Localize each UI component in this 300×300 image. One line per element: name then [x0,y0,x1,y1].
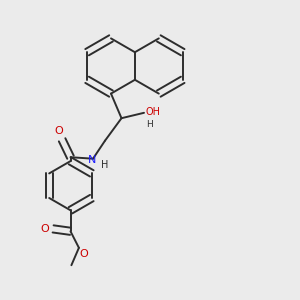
Text: O: O [79,249,88,259]
Text: O: O [55,126,64,136]
Text: O: O [40,224,49,234]
Text: H: H [100,160,108,170]
Text: OH: OH [146,107,160,117]
Text: N: N [88,155,96,165]
Text: H: H [146,120,153,129]
